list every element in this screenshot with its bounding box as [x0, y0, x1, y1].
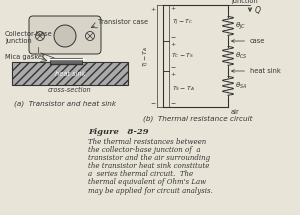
Bar: [50, 58, 82, 64]
Text: (a)  Transistor and heat sink: (a) Transistor and heat sink: [14, 100, 116, 107]
Text: the transistor heat sink constitute: the transistor heat sink constitute: [88, 162, 209, 170]
Text: $T_J - T_C$: $T_J - T_C$: [172, 18, 194, 28]
Text: Figure   8-29: Figure 8-29: [88, 128, 148, 136]
Circle shape: [85, 32, 94, 40]
Text: $\theta_{SA}$: $\theta_{SA}$: [235, 81, 247, 91]
Text: The thermal resistances between: The thermal resistances between: [88, 138, 206, 146]
Text: junction: junction: [231, 0, 258, 3]
Bar: [12, 62, 128, 85]
Text: heat sink: heat sink: [55, 72, 85, 77]
Text: case: case: [232, 38, 266, 44]
Text: Q: Q: [255, 6, 261, 15]
Text: +: +: [170, 72, 176, 77]
Text: $T_J - T_A$: $T_J - T_A$: [142, 45, 152, 67]
Text: thermal equivalent of Ohm's Law: thermal equivalent of Ohm's Law: [88, 178, 206, 186]
Text: +: +: [151, 7, 156, 12]
Text: Collector-base
junction: Collector-base junction: [5, 31, 53, 44]
Circle shape: [54, 25, 76, 47]
Text: transistor and the air surrounding: transistor and the air surrounding: [88, 154, 210, 162]
Text: $\theta_{JC}$: $\theta_{JC}$: [235, 20, 246, 32]
Text: Mica gasket: Mica gasket: [5, 54, 45, 60]
Text: −: −: [151, 100, 156, 105]
Text: the collector-base junction of  a: the collector-base junction of a: [88, 146, 200, 154]
Text: +: +: [170, 6, 176, 11]
Text: −: −: [170, 64, 176, 69]
Text: −: −: [170, 100, 176, 106]
Text: cross-section: cross-section: [48, 87, 92, 93]
Text: (b)  Thermal resistance circuit: (b) Thermal resistance circuit: [143, 115, 253, 122]
Text: air: air: [231, 109, 240, 115]
Text: +: +: [170, 43, 176, 48]
Text: −: −: [170, 34, 176, 40]
Text: may be applied for circuit analysis.: may be applied for circuit analysis.: [88, 187, 213, 195]
FancyBboxPatch shape: [29, 16, 101, 54]
Text: a  series thermal circuit.  The: a series thermal circuit. The: [88, 170, 193, 178]
Text: $\theta_{CS}$: $\theta_{CS}$: [235, 51, 247, 61]
Circle shape: [35, 32, 44, 40]
Text: heat sink: heat sink: [232, 68, 281, 74]
Text: $T_S - T_A$: $T_S - T_A$: [172, 84, 194, 94]
Text: Transistor case: Transistor case: [98, 19, 148, 25]
Text: $T_C - T_S$: $T_C - T_S$: [171, 52, 195, 60]
